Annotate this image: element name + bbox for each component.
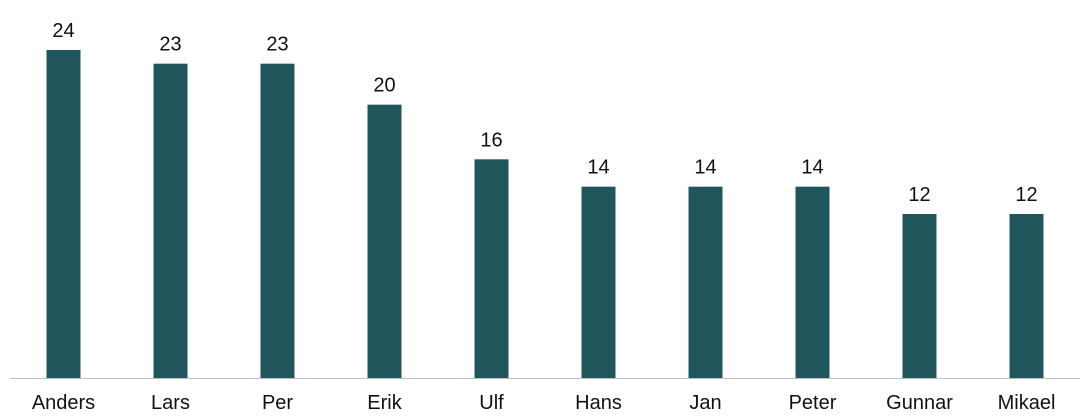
value-label-per: 23 xyxy=(266,34,288,56)
category-label-per: Per xyxy=(262,392,293,412)
bar-peter xyxy=(795,186,830,378)
value-label-peter: 14 xyxy=(801,157,823,179)
value-label-jan: 14 xyxy=(694,157,716,179)
bars-group xyxy=(46,50,1044,379)
category-label-gunnar: Gunnar xyxy=(886,392,953,412)
value-label-gunnar: 12 xyxy=(908,184,930,206)
bar-erik xyxy=(367,104,402,379)
category-labels-group: Anders Lars Per Erik Ulf Hans Jan Peter Gunnar Mi… xyxy=(32,392,1056,414)
category-label-jan: Jan xyxy=(689,392,721,412)
bar-gunnar xyxy=(902,214,937,378)
category-label-peter: Peter xyxy=(789,392,837,412)
value-label-mikael: 12 xyxy=(1015,184,1037,206)
bar-ulf xyxy=(474,159,509,378)
value-labels-group: 24 23 23 20 16 14 14 14 12 12 xyxy=(52,20,1037,206)
value-label-erik: 20 xyxy=(373,75,395,97)
bar-jan xyxy=(688,186,723,378)
value-label-anders: 24 xyxy=(52,20,74,42)
value-label-lars: 23 xyxy=(159,34,181,56)
category-label-ulf: Ulf xyxy=(479,392,504,412)
category-label-mikael: Mikael xyxy=(998,392,1056,412)
bar-hans xyxy=(581,186,616,378)
bar-lars xyxy=(153,63,188,379)
category-label-hans: Hans xyxy=(575,392,622,412)
value-label-ulf: 16 xyxy=(480,129,502,151)
category-label-erik: Erik xyxy=(367,392,402,412)
value-label-hans: 14 xyxy=(587,157,609,179)
bar-per xyxy=(260,63,295,379)
bar-anders xyxy=(46,50,81,378)
bar-mikael xyxy=(1009,214,1044,378)
category-label-anders: Anders xyxy=(32,392,95,412)
category-label-lars: Lars xyxy=(151,392,190,412)
